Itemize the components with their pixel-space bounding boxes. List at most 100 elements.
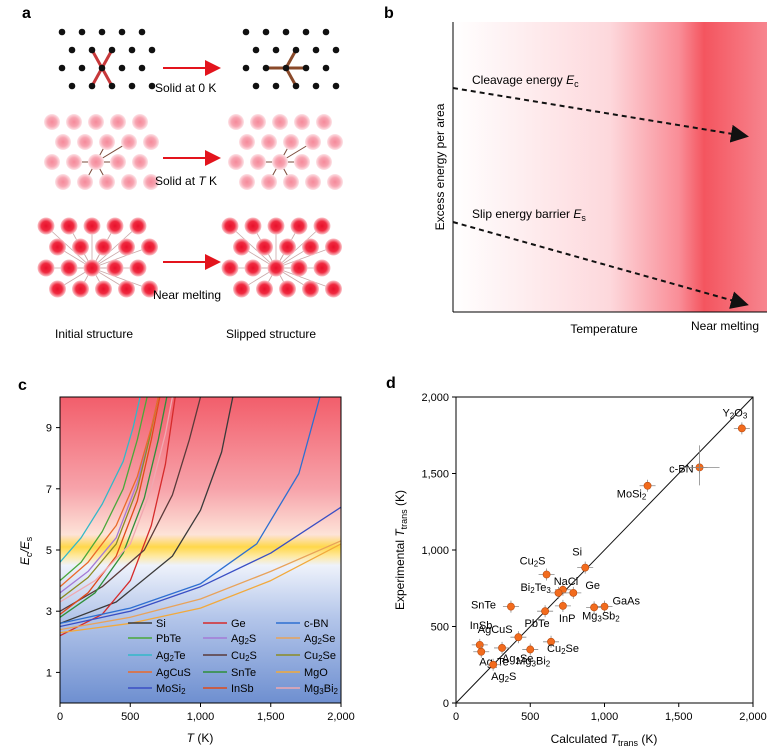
atom xyxy=(256,238,273,256)
atom xyxy=(279,280,296,298)
atom xyxy=(305,134,321,150)
atom xyxy=(332,46,340,54)
atom xyxy=(121,174,137,190)
legend-entry-mgo: MgO xyxy=(304,667,328,679)
legend-entry-mosi2: MoSi2 xyxy=(156,683,186,696)
panel-b-ylabel: Excess energy per area xyxy=(433,103,447,230)
slip-energy-label: Slip energy barrier Es xyxy=(472,207,586,223)
point-label-cu2s: Cu2S xyxy=(520,555,546,568)
lattice-row-tk xyxy=(44,114,343,190)
point-gaas xyxy=(600,602,609,611)
footer-slipped-structure: Slipped structure xyxy=(226,327,316,341)
point-cu2s xyxy=(542,570,551,579)
atom xyxy=(88,114,104,130)
atom xyxy=(242,28,250,36)
atom xyxy=(267,259,285,277)
atom xyxy=(283,174,299,190)
atom xyxy=(78,64,86,72)
atom xyxy=(118,280,135,298)
panel-b-xlabel-right: Near melting xyxy=(691,319,759,333)
atom xyxy=(267,217,285,235)
panel-a: a Solid at 0 K Solid at T K Near melting… xyxy=(22,5,343,341)
caption-row-1: Solid at T K xyxy=(155,174,217,188)
atom xyxy=(88,82,96,90)
point-insb xyxy=(514,633,523,642)
point-label-y2o3: Y2O3 xyxy=(722,407,747,420)
atom xyxy=(58,64,66,72)
atom xyxy=(292,82,300,90)
caption-row-2: Near melting xyxy=(153,288,221,302)
atom xyxy=(228,154,244,170)
point-label-ge: Ge xyxy=(585,580,600,592)
atom xyxy=(261,134,277,150)
atom xyxy=(95,280,112,298)
atom xyxy=(256,280,273,298)
atom xyxy=(72,238,89,256)
point-label-snte: SnTe xyxy=(471,600,496,612)
atom xyxy=(261,174,277,190)
atom xyxy=(98,28,106,36)
atom xyxy=(312,82,320,90)
atom xyxy=(239,174,255,190)
atom xyxy=(143,134,159,150)
panel-d-label: d xyxy=(386,375,396,392)
panel-d-ticks: 00 500 500 1,000 1,000 1,500 1,500 2,000 2,000 xyxy=(421,392,766,723)
point-label-mg3bi2: Mg3Bi2 xyxy=(516,655,551,668)
atom xyxy=(118,64,126,72)
x-tick-label: 1,500 xyxy=(257,711,285,723)
atom xyxy=(118,238,135,256)
series-line-mosi2 xyxy=(60,506,341,628)
atom xyxy=(49,238,66,256)
atom xyxy=(138,28,146,36)
point-si xyxy=(581,563,590,572)
x-tick-label: 1,500 xyxy=(665,711,693,723)
atom xyxy=(148,46,156,54)
panel-c: c 0 500 1,000 1,500 2,000 1 3 5 7 9 Si Ge c-BN PbTe A… xyxy=(18,377,355,745)
atom xyxy=(77,134,93,150)
legend-entry-snte: SnTe xyxy=(231,667,256,679)
x-tick-label: 2,000 xyxy=(327,711,355,723)
atom xyxy=(233,238,250,256)
atom xyxy=(302,28,310,36)
atom xyxy=(143,174,159,190)
atom xyxy=(58,28,66,36)
series-line-ag2te xyxy=(60,397,141,563)
x-tick-label: 0 xyxy=(57,711,63,723)
atom xyxy=(244,259,262,277)
x-tick-label: 1,000 xyxy=(591,711,619,723)
series-line-mgo xyxy=(60,543,341,634)
atom xyxy=(108,46,116,54)
bond xyxy=(284,49,298,69)
atom xyxy=(262,28,270,36)
atom xyxy=(88,154,104,170)
point-label-c-bn: c-BN xyxy=(669,463,694,475)
point-ag2se xyxy=(498,644,506,652)
legend-entry-pbte: PbTe xyxy=(156,633,181,645)
point-label-mg3sb2: Mg3Sb2 xyxy=(582,610,620,623)
cleavage-energy-line xyxy=(452,87,749,143)
atom xyxy=(95,238,112,256)
atom xyxy=(37,259,55,277)
atom xyxy=(66,154,82,170)
series-line-c-bn xyxy=(60,397,321,625)
atom xyxy=(221,259,239,277)
point-label-pbte: PbTe xyxy=(525,618,550,630)
point-mosi2 xyxy=(643,481,652,490)
panel-b-background xyxy=(453,22,767,312)
series-line-cu2se xyxy=(60,397,159,600)
atom xyxy=(272,82,280,90)
point-label-inp: InP xyxy=(559,613,576,625)
y-tick-label: 500 xyxy=(431,622,449,634)
atom xyxy=(252,82,260,90)
atom xyxy=(305,174,321,190)
atom xyxy=(108,82,116,90)
y-tick-label: 7 xyxy=(46,484,52,496)
atom xyxy=(313,259,331,277)
legend-entry-c-bn: c-BN xyxy=(304,618,329,630)
series-line-agcus xyxy=(60,397,159,588)
panel-b: b Cleavage energy Ec Slip energy barrier… xyxy=(384,5,767,336)
atom xyxy=(60,259,78,277)
atom xyxy=(37,217,55,235)
atom xyxy=(138,64,146,72)
